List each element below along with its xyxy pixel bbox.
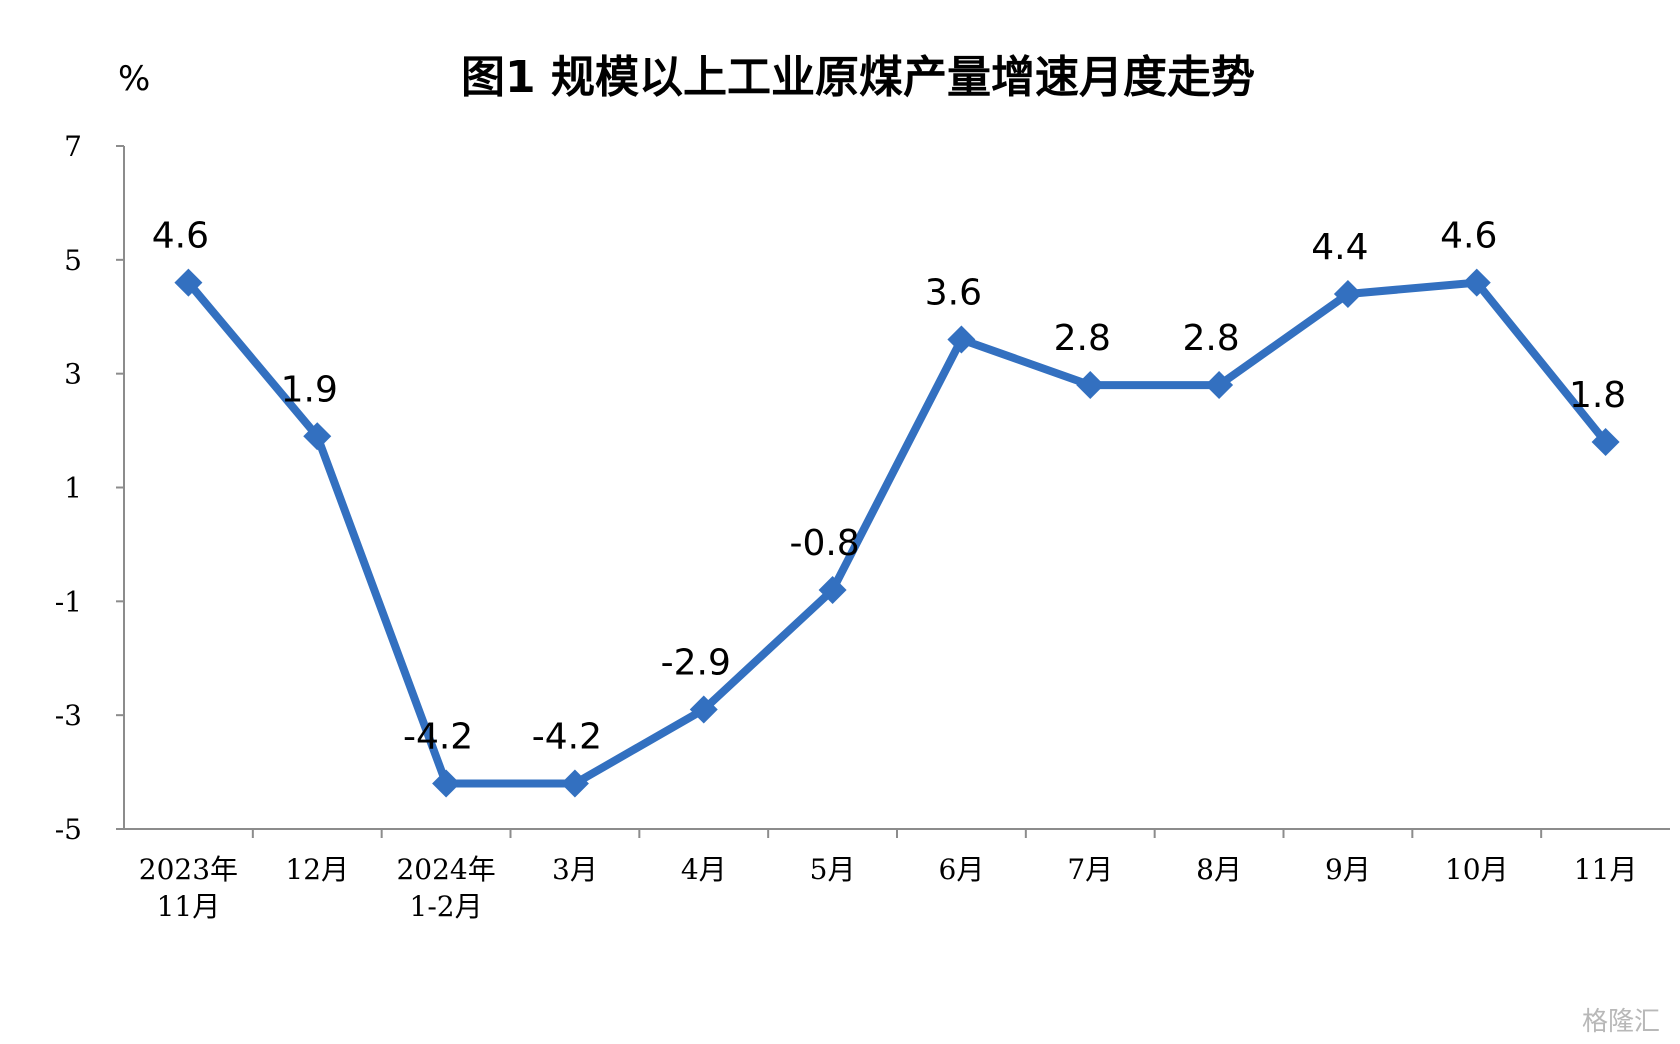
data-labels: 4.6 1.9 -4.2 -4.2 -2.9 -0.8 3.6 2.8 2.8 4.4 4.6 1.8 — [152, 216, 1626, 758]
data-label: -2.9 — [661, 642, 731, 683]
data-point-marker — [1591, 427, 1620, 456]
x-tick-label: 10月 — [1445, 853, 1509, 886]
y-axis-unit: % — [118, 59, 150, 99]
data-point-marker — [1076, 371, 1105, 400]
data-label: -4.2 — [532, 716, 602, 757]
data-point-marker — [1205, 371, 1234, 400]
y-tick-label: -5 — [55, 813, 82, 846]
series-markers — [174, 268, 1620, 798]
y-tick-label: 5 — [64, 244, 82, 277]
data-label: 4.4 — [1311, 227, 1368, 268]
series-polyline — [184, 278, 1610, 788]
y-tick-label: -3 — [55, 699, 82, 732]
x-tick-label: 2024年 1-2月 — [396, 853, 495, 923]
data-label: 3.6 — [925, 273, 982, 314]
watermark-text: 格隆汇 — [1582, 1007, 1660, 1037]
x-tick-label: 3月 — [552, 853, 598, 886]
data-point-marker — [560, 769, 589, 798]
x-tick-label: 7月 — [1067, 853, 1113, 886]
data-point-marker — [1333, 279, 1362, 308]
x-tick-label: 2023年 11月 — [139, 853, 238, 923]
data-point-marker — [432, 769, 461, 798]
data-label: -0.8 — [789, 523, 859, 564]
watermark: 格隆汇 — [1582, 1007, 1660, 1037]
data-label: 4.6 — [152, 216, 209, 257]
x-tick-label: 4月 — [681, 853, 727, 886]
data-label: 4.6 — [1440, 216, 1497, 257]
x-tick-label: 5月 — [810, 853, 856, 886]
x-tick-label: 8月 — [1196, 853, 1242, 886]
x-tick-label: 12月 — [285, 853, 349, 886]
data-point-marker — [947, 325, 976, 354]
y-axis-ticks: 7 5 3 1 -1 -3 -5 — [55, 130, 124, 846]
data-label: 2.8 — [1054, 318, 1111, 359]
data-point-marker — [818, 575, 847, 604]
data-point-marker — [1462, 268, 1491, 297]
y-tick-label: 7 — [64, 130, 82, 163]
x-tick-label: 11月 — [1574, 853, 1638, 886]
x-axis-ticks: 2023年 11月 12月 2024年 1-2月 3月 4月 5月 6月 7月 8月 9月 10月 11月 — [139, 829, 1638, 923]
y-tick-label: 1 — [64, 472, 82, 505]
y-tick-label: -1 — [55, 585, 82, 618]
axes — [123, 146, 1670, 830]
y-tick-label: 3 — [64, 358, 82, 391]
x-tick-label: 6月 — [939, 853, 985, 886]
data-point-marker — [174, 268, 203, 297]
data-label: 1.8 — [1569, 375, 1626, 416]
data-label: -4.2 — [403, 716, 473, 757]
data-point-marker — [689, 695, 718, 724]
data-label: 2.8 — [1182, 318, 1239, 359]
x-tick-label: 9月 — [1325, 853, 1371, 886]
series-line — [184, 278, 1610, 788]
chart-title: 图1 规模以上工业原煤产量增速月度走势 — [461, 52, 1255, 103]
data-point-marker — [303, 422, 332, 451]
data-label: 1.9 — [281, 369, 338, 410]
